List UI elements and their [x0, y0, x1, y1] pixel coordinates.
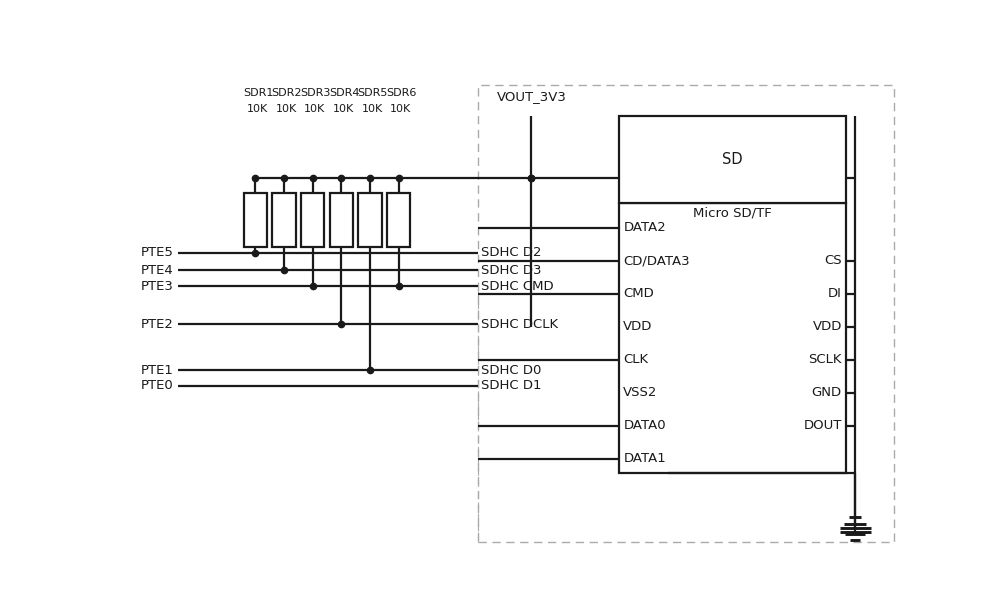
Text: SDHC DCLK: SDHC DCLK [481, 318, 558, 331]
Text: PTE4: PTE4 [140, 264, 173, 277]
Text: CS: CS [824, 254, 842, 267]
Text: 10K: 10K [333, 103, 354, 113]
Text: CD/DATA3: CD/DATA3 [623, 254, 690, 267]
Text: CLK: CLK [623, 354, 648, 367]
Text: SDR6: SDR6 [386, 88, 417, 98]
Bar [301, 193, 324, 247]
Text: VDD: VDD [812, 320, 842, 333]
Text: SDHC D2: SDHC D2 [481, 246, 541, 259]
Text: SCLK: SCLK [808, 354, 842, 367]
Text: SDR4: SDR4 [329, 88, 359, 98]
Text: 10K: 10K [247, 103, 268, 113]
Text: DOUT: DOUT [804, 419, 842, 432]
Text: 10K: 10K [390, 103, 411, 113]
Text: GND: GND [812, 386, 842, 399]
Text: SDR1: SDR1 [243, 88, 273, 98]
Bar [619, 203, 846, 473]
Text: SDHC CMD: SDHC CMD [481, 280, 553, 293]
Bar [387, 193, 410, 247]
Text: SDHC D0: SDHC D0 [481, 364, 541, 377]
Text: SDR2: SDR2 [271, 88, 302, 98]
Text: DATA0: DATA0 [623, 419, 666, 432]
Text: PTE5: PTE5 [140, 246, 173, 259]
Bar [330, 193, 353, 247]
Text: PTE2: PTE2 [140, 318, 173, 331]
Text: DI: DI [828, 288, 842, 301]
Text: SDHC D3: SDHC D3 [481, 264, 541, 277]
Text: VOUT_3V3: VOUT_3V3 [497, 91, 567, 103]
Text: 10K: 10K [304, 103, 325, 113]
Text: DATA1: DATA1 [623, 452, 666, 466]
Text: 10K: 10K [275, 103, 297, 113]
Text: VSS2: VSS2 [623, 386, 658, 399]
Text: SDHC D1: SDHC D1 [481, 379, 541, 392]
Text: SD: SD [722, 152, 743, 168]
Text: DATA2: DATA2 [623, 221, 666, 235]
Text: 10K: 10K [361, 103, 383, 113]
Text: SDR3: SDR3 [300, 88, 331, 98]
Text: SDR5: SDR5 [358, 88, 388, 98]
Bar [619, 116, 846, 203]
Bar [244, 193, 267, 247]
Text: VDD: VDD [623, 320, 653, 333]
Text: PTE0: PTE0 [140, 379, 173, 392]
Text: CMD: CMD [623, 288, 654, 301]
Text: Micro SD/TF: Micro SD/TF [693, 206, 772, 219]
Bar [358, 193, 382, 247]
Text: PTE1: PTE1 [140, 364, 173, 377]
Text: PTE3: PTE3 [140, 280, 173, 293]
Bar [272, 193, 296, 247]
